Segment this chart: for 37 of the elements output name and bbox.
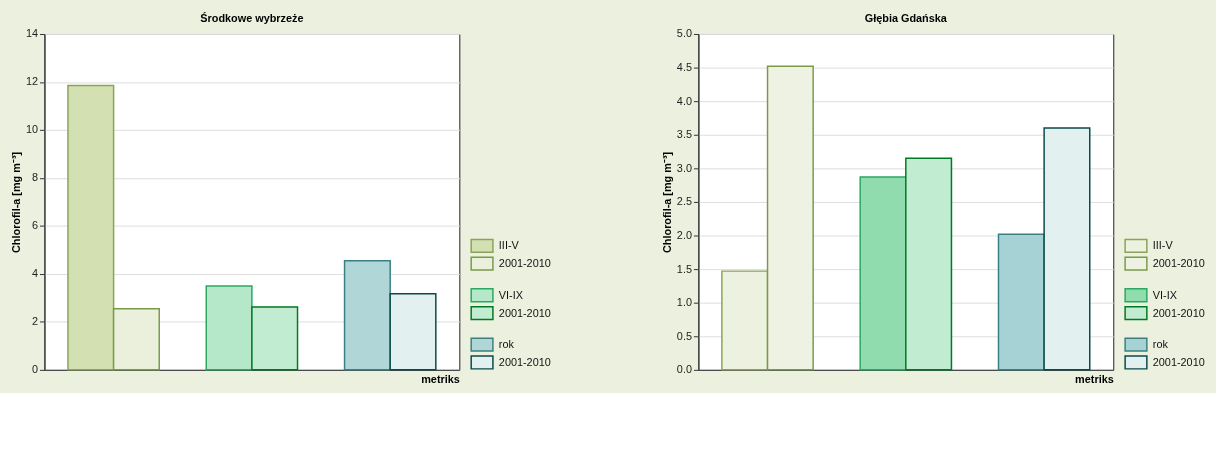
legend-label: VI-IX <box>498 288 524 301</box>
chart-title: Środkowe wybrzeże <box>200 12 304 25</box>
y-tick-label: 1.0 <box>676 296 692 309</box>
y-tick-label: 4 <box>31 267 39 280</box>
y-axis-title: Chlorofil-a [mg m⁻³] <box>660 151 673 253</box>
y-axis-title: Chlorofil-a [mg m⁻³] <box>10 151 23 253</box>
y-tick-label: 3.5 <box>676 128 692 141</box>
legend-label: 2001-2010 <box>1152 257 1205 270</box>
y-tick-label: 4.0 <box>676 94 692 107</box>
legend-label: 2001-2010 <box>1152 306 1205 319</box>
y-tick-label: 14 <box>25 27 39 40</box>
y-tick-label: 5.0 <box>676 27 692 40</box>
y-tick-label: 0.5 <box>676 329 692 342</box>
chart-title: Głębia Gdańska <box>864 12 948 25</box>
y-tick-label: 2.0 <box>676 228 692 241</box>
legend-label: 2001-2010 <box>498 306 551 319</box>
y-tick-label: 12 <box>25 75 39 88</box>
y-tick-label: 2 <box>31 315 39 328</box>
x-axis-title: metriks <box>1075 373 1114 386</box>
y-tick-label: 3.0 <box>676 161 692 174</box>
y-tick-label: 6 <box>31 219 39 232</box>
y-tick-label: 4.5 <box>676 61 692 74</box>
x-axis-title: metriks <box>421 373 460 386</box>
legend-label: 2001-2010 <box>498 257 551 270</box>
y-tick-label: 0 <box>31 363 39 376</box>
y-tick-label: 0.0 <box>676 363 692 376</box>
legend-label: 2001-2010 <box>498 355 551 368</box>
legend-label: rok <box>1152 338 1169 351</box>
y-tick-label: 1.5 <box>676 262 692 275</box>
legend-label: III-V <box>498 239 520 252</box>
legend-label: rok <box>498 338 515 351</box>
y-tick-label: 2.5 <box>676 195 692 208</box>
legend-label: 2001-2010 <box>1152 355 1205 368</box>
legend-label: VI-IX <box>1152 288 1178 301</box>
legend-label: III-V <box>1152 239 1174 252</box>
y-tick-label: 10 <box>25 123 39 136</box>
y-tick-label: 8 <box>31 171 39 184</box>
